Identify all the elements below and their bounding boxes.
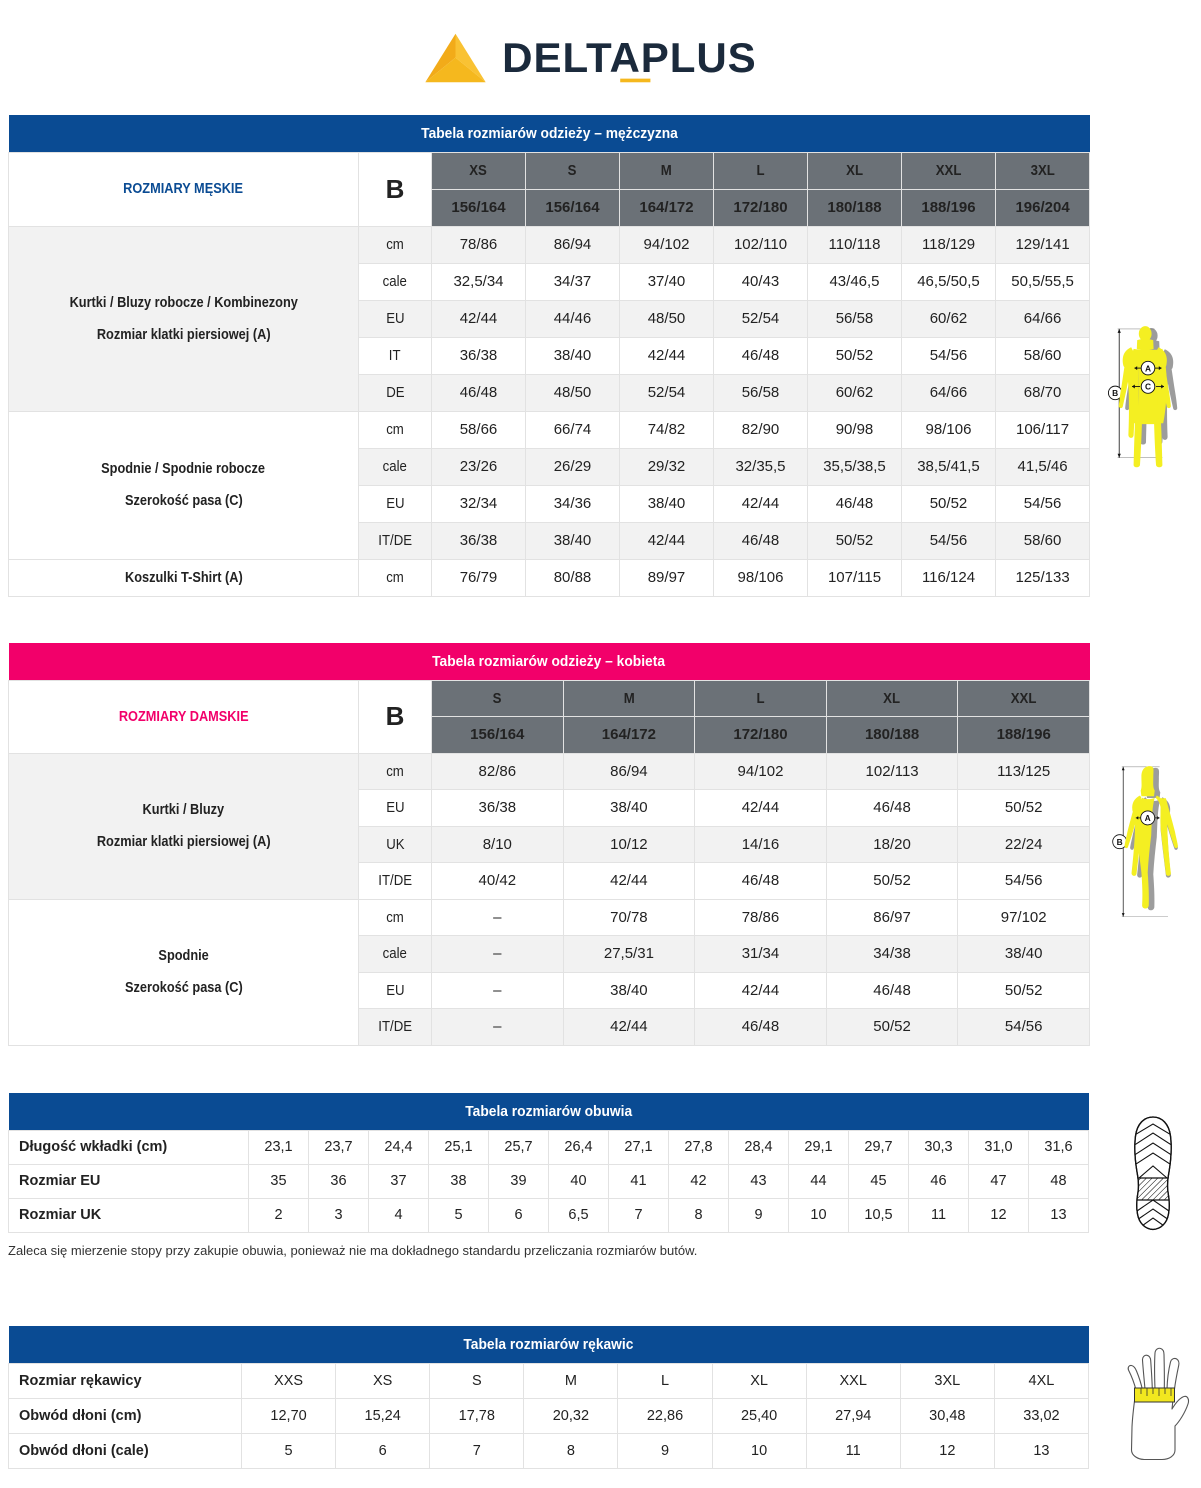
svg-text:C: C <box>1145 382 1151 392</box>
svg-text:A: A <box>1145 363 1151 373</box>
svg-text:A: A <box>1145 813 1151 823</box>
svg-text:B: B <box>1112 388 1118 398</box>
svg-text:DELTAPLUS: DELTAPLUS <box>502 34 756 81</box>
svg-text:B: B <box>1117 837 1123 847</box>
